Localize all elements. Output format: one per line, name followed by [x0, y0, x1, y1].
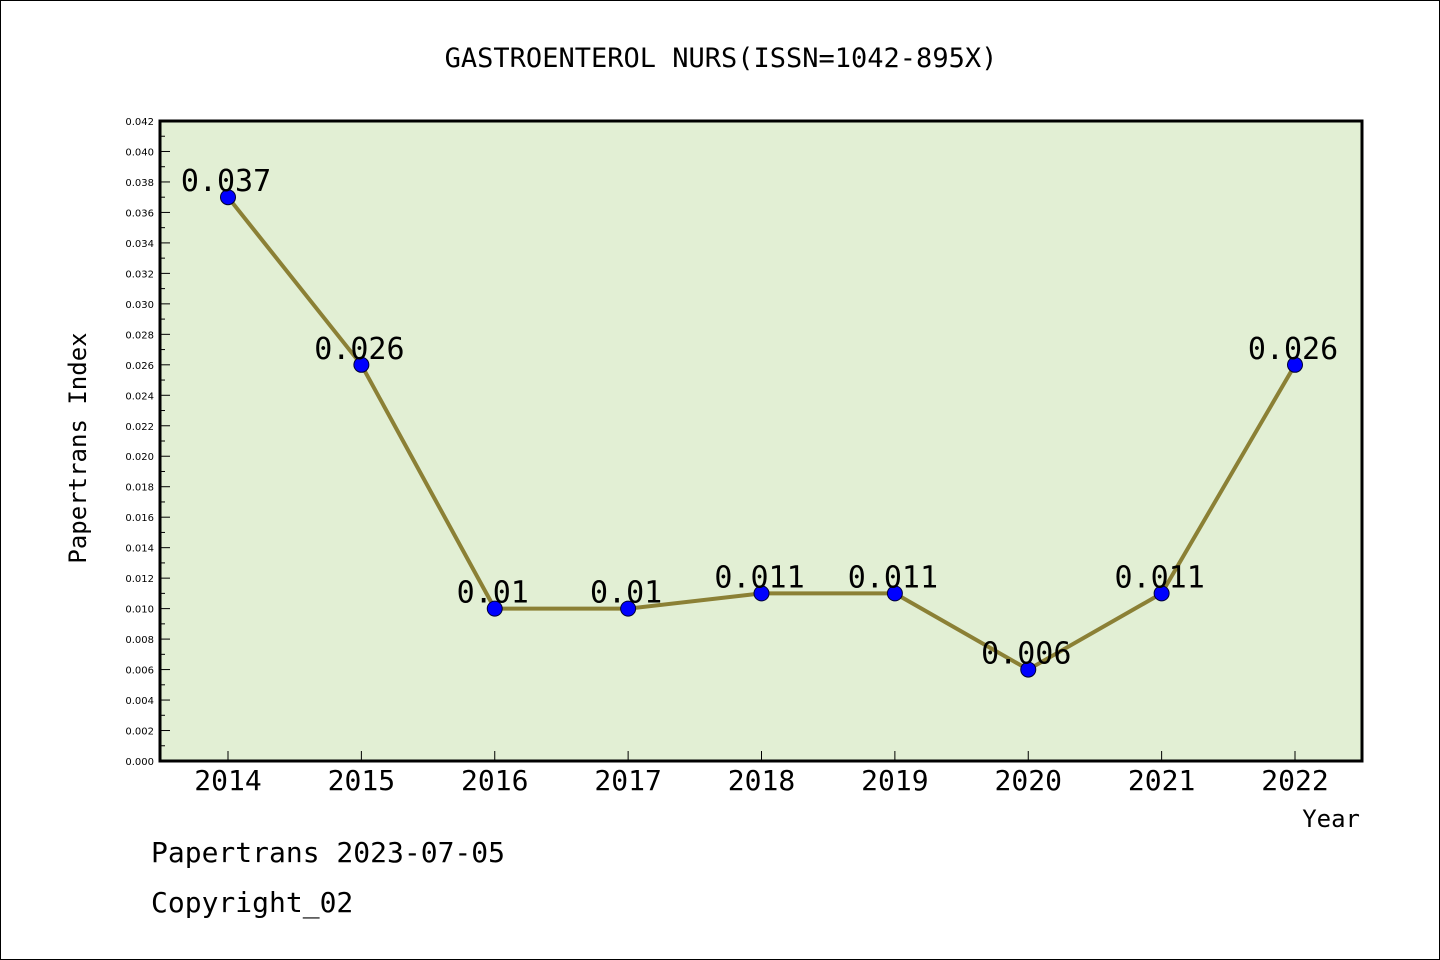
x-axis-label: Year: [1302, 805, 1360, 833]
x-tick-label: 2019: [861, 764, 928, 797]
y-tick-label: 0.004: [125, 696, 154, 707]
data-point: [353, 356, 370, 373]
x-tick-label: 2015: [328, 764, 395, 797]
y-tick-label: 0.002: [125, 727, 154, 738]
y-tick-label: 0.036: [125, 208, 154, 219]
y-tick-label: 0.006: [125, 666, 154, 677]
y-tick-label: 0.034: [125, 239, 154, 250]
y-tick-label: 0.042: [125, 117, 154, 128]
y-axis: 0.000 0.002 0.004 0.006 0.008 0.010 0.012 0.014…: [125, 117, 170, 768]
y-tick-label: 0.032: [125, 269, 154, 280]
data-label: 0.011: [1114, 560, 1204, 595]
y-tick-label: 0.028: [125, 330, 154, 341]
x-tick-label: 2014: [194, 764, 261, 797]
y-tick-label: 0.000: [125, 757, 154, 768]
data-point: [886, 585, 903, 602]
data-label: 0.026: [1248, 332, 1338, 367]
y-tick-label: 0.030: [125, 300, 154, 311]
data-point: [1020, 661, 1037, 678]
y-tick-label: 0.008: [125, 635, 154, 646]
x-tick-label: 2016: [461, 764, 528, 797]
y-tick-label: 0.040: [125, 147, 154, 158]
plot-area: [158, 119, 1364, 763]
data-point: [220, 189, 236, 206]
x-tick-label: 2017: [594, 764, 661, 797]
data-point: [1287, 356, 1303, 373]
y-tick-label: 0.016: [125, 513, 154, 524]
data-point: [753, 585, 770, 602]
x-tick-label: 2022: [1261, 764, 1328, 797]
data-point: [620, 600, 637, 617]
x-axis: 2014 2015 2016 2017 2018 2019 2020 2021 2022: [194, 751, 1329, 797]
data-point: [486, 600, 503, 617]
data-label: 0.01: [590, 576, 662, 611]
data-series: 0.037 0.026 0.01 0.01 0.011 0.011 0.006 0.011 0.…: [181, 164, 1338, 678]
y-tick-label: 0.012: [125, 574, 154, 585]
chart-title: GASTROENTEROL NURS(ISSN=1042-895X): [445, 43, 998, 74]
y-tick-label: 0.024: [125, 391, 154, 402]
x-tick-label: 2020: [995, 764, 1062, 797]
y-tick-label: 0.014: [125, 544, 154, 555]
x-tick-label: 2018: [728, 764, 795, 797]
y-tick-label: 0.026: [125, 361, 154, 372]
data-label: 0.01: [457, 576, 529, 611]
x-tick-label: 2021: [1128, 764, 1195, 797]
footer-date: Papertrans 2023-07-05: [151, 836, 506, 869]
y-tick-label: 0.010: [125, 605, 154, 616]
data-label: 0.006: [981, 637, 1071, 672]
y-tick-label: 0.018: [125, 483, 154, 494]
y-tick-label: 0.038: [125, 178, 154, 189]
footer-copyright: Copyright_02: [151, 886, 354, 919]
data-label: 0.011: [714, 560, 804, 595]
y-tick-label: 0.020: [125, 452, 154, 463]
data-point: [1153, 585, 1170, 602]
y-tick-label: 0.022: [125, 422, 154, 433]
data-label: 0.011: [848, 560, 938, 595]
data-label: 0.026: [314, 332, 404, 367]
data-label: 0.037: [181, 164, 271, 199]
y-axis-label: Papertrans Index: [64, 332, 92, 563]
